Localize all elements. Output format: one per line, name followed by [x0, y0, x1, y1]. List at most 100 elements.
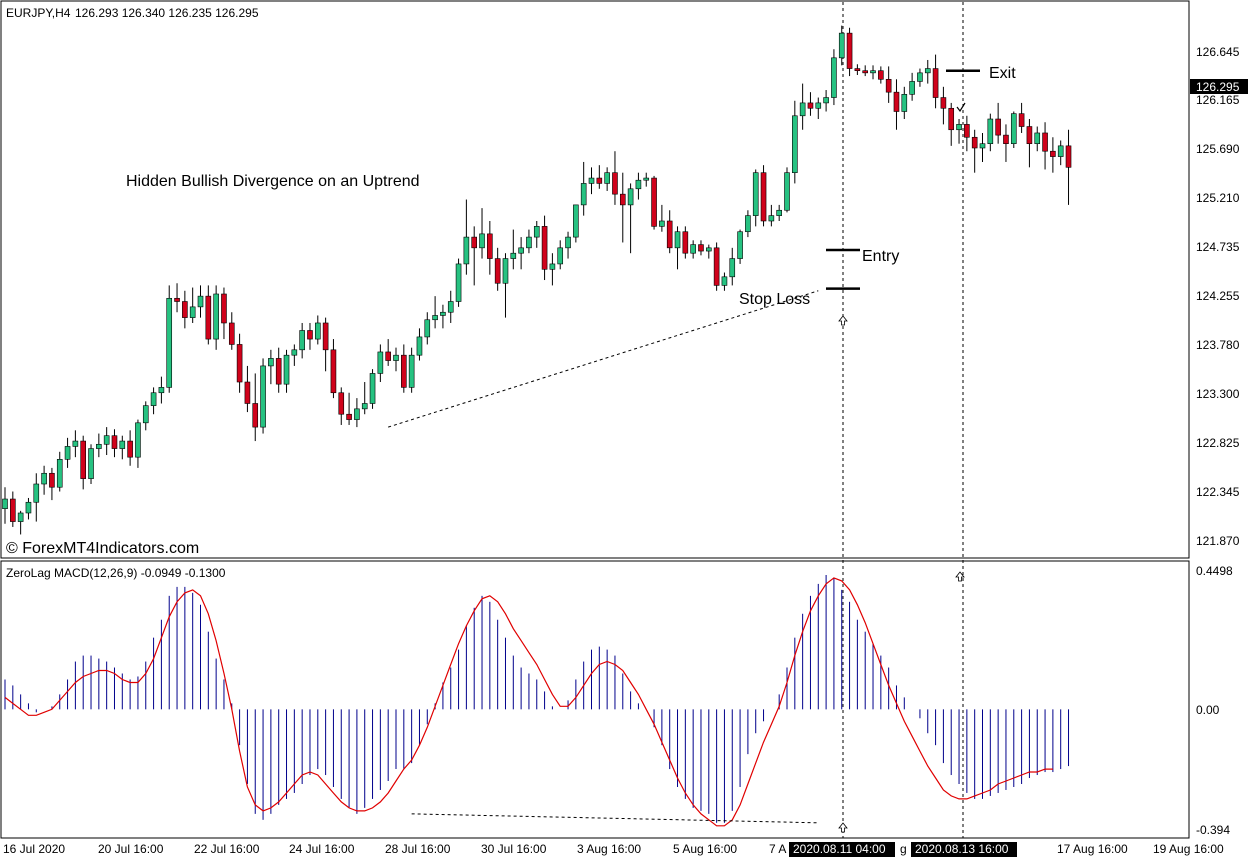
candle-body [862, 70, 869, 74]
candle [627, 183, 634, 254]
candle-body [580, 183, 587, 206]
candle-body [627, 188, 634, 206]
candle-body [236, 344, 243, 383]
candle [96, 433, 102, 458]
macd-tick: 0.4498 [1196, 564, 1233, 578]
candle-body [924, 68, 931, 74]
candle-body [205, 295, 212, 340]
candle [1057, 140, 1064, 166]
candle-body [314, 322, 321, 340]
candle-body [283, 354, 290, 385]
candle-body [2, 498, 8, 509]
time-label: 17 Aug 16:00 [1057, 842, 1128, 856]
candle-body [455, 263, 462, 302]
macd-tick: 0.00 [1196, 703, 1220, 717]
candle-body [792, 115, 798, 173]
candle [870, 65, 876, 80]
candle [158, 376, 165, 404]
trade-annotations [388, 69, 980, 833]
candle-body [956, 124, 962, 131]
candle-body [557, 247, 564, 265]
candle-body [674, 231, 681, 249]
price-tick: 123.300 [1196, 387, 1240, 401]
price-tick: 124.255 [1196, 289, 1240, 303]
price-tick: 126.165 [1196, 93, 1240, 107]
candle-body [549, 263, 556, 270]
candle [799, 83, 806, 130]
candle [807, 92, 814, 116]
candle [103, 427, 110, 456]
candle [760, 165, 767, 227]
time-label: 30 Jul 16:00 [481, 842, 547, 856]
candle-body [377, 351, 384, 374]
time-label: 7 A [769, 842, 786, 856]
candle-body [33, 483, 40, 503]
price-tick: 121.870 [1196, 534, 1240, 548]
candle-body [713, 247, 720, 286]
candle-body [361, 403, 368, 410]
candle-body [917, 72, 923, 82]
candle [1026, 119, 1033, 168]
candle-body [111, 435, 118, 449]
candle [752, 169, 759, 227]
candle-body [416, 336, 423, 356]
candle [533, 220, 540, 248]
candle-body [17, 512, 24, 522]
candle [361, 382, 368, 415]
candle-body [142, 405, 149, 424]
exit-label: Exit [989, 65, 1016, 82]
candle-body [1057, 145, 1064, 157]
candle-body [518, 247, 524, 254]
candle [307, 322, 313, 350]
candle [526, 229, 532, 254]
candle-body [330, 349, 337, 394]
candle [557, 240, 564, 270]
macd-histogram [4, 574, 1070, 823]
candle-body [737, 231, 743, 259]
candle [142, 401, 149, 431]
candle-body [745, 215, 751, 233]
price-tick: 125.690 [1196, 142, 1240, 156]
candle [283, 349, 290, 393]
candle-body [635, 179, 642, 190]
candle [244, 365, 251, 413]
candle [322, 317, 329, 372]
candle-body [127, 440, 133, 458]
candle-body [651, 177, 657, 227]
candle-body [533, 226, 540, 238]
symbol-label: EURJPY,H4 [6, 6, 71, 20]
candle-body [682, 231, 689, 254]
macd-buy-arrow-icon [838, 822, 848, 833]
signal-line [4, 577, 1053, 827]
candle [1042, 122, 1048, 170]
candle [596, 165, 603, 189]
candle [377, 344, 384, 383]
candle-body [96, 443, 102, 449]
candle-body [447, 301, 454, 313]
candle-body [666, 220, 673, 249]
candle-body [1018, 113, 1025, 127]
candle [987, 113, 994, 152]
candle [455, 258, 462, 307]
candle-body [25, 501, 32, 514]
candle [64, 437, 71, 468]
candle [182, 290, 188, 329]
candle [1065, 129, 1072, 205]
candle-body [588, 177, 595, 184]
candle-body [776, 209, 782, 216]
candle [792, 100, 798, 184]
candle [502, 253, 509, 318]
candle-body [823, 97, 829, 104]
candle-body [526, 236, 532, 249]
candle [393, 347, 399, 372]
price-tick: 124.735 [1196, 240, 1240, 254]
price-tick: 123.780 [1196, 338, 1240, 352]
time-label: 16 Jul 2020 [3, 842, 65, 856]
candle-body [64, 446, 71, 460]
candle-body [807, 102, 814, 109]
candle [909, 72, 915, 101]
time-label: 5 Aug 16:00 [673, 842, 737, 856]
candle [72, 430, 79, 458]
candle [1010, 111, 1017, 148]
